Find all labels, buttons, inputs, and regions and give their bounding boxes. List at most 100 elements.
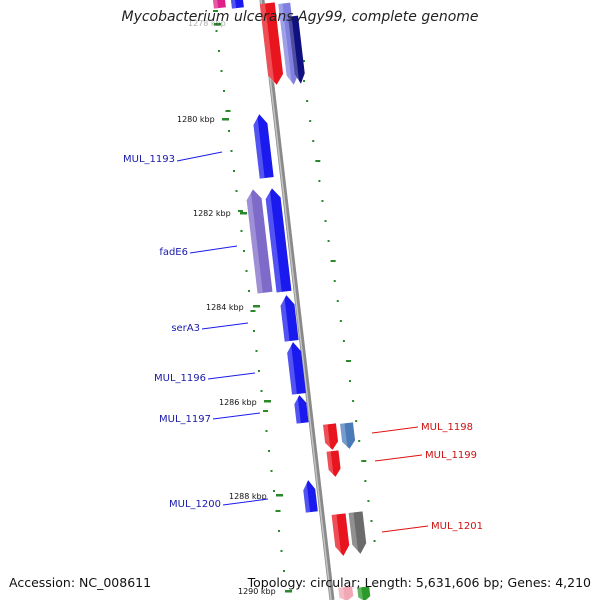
guide-dot bbox=[303, 80, 306, 82]
gene-arrow bbox=[323, 423, 339, 451]
gene-label-leader bbox=[207, 372, 256, 380]
guide-dot bbox=[233, 170, 235, 172]
guide-dot bbox=[370, 520, 373, 522]
gene-arrow bbox=[288, 15, 305, 84]
kbp-tick-label: 1282 kbp bbox=[193, 209, 231, 218]
gene-arrow bbox=[265, 188, 292, 293]
guide-dot bbox=[243, 250, 245, 252]
guide-dot bbox=[253, 330, 255, 332]
gene-arrow bbox=[303, 480, 318, 513]
guide-dot bbox=[213, 10, 218, 12]
guide-dot bbox=[248, 290, 250, 292]
kbp-tick-mark bbox=[276, 494, 283, 497]
guide-dot bbox=[283, 570, 285, 572]
gene-arrow bbox=[338, 586, 354, 600]
gene-features bbox=[212, 0, 371, 600]
gene-arrow bbox=[331, 513, 350, 557]
guide-dot bbox=[268, 450, 270, 452]
guide-dot bbox=[324, 220, 327, 222]
kbp-tick-label: 1284 kbp bbox=[206, 303, 244, 312]
kbp-tick-label: 1280 kbp bbox=[177, 115, 215, 124]
guide-dot bbox=[245, 270, 248, 272]
gene-arrow bbox=[246, 189, 273, 294]
kbp-ticks: 1278 kbp 1280 kbp 1282 kbp 1284 kbp 1286 kbp… bbox=[177, 19, 292, 596]
guide-dot bbox=[309, 120, 312, 122]
guide-dot bbox=[215, 30, 218, 32]
guide-dot bbox=[373, 540, 376, 542]
gene-arrow bbox=[280, 295, 299, 342]
guide-dot bbox=[250, 310, 256, 312]
guide-dot bbox=[315, 160, 321, 162]
gene-label: MUL_1193 bbox=[123, 154, 175, 165]
guide-dot bbox=[278, 530, 280, 532]
guide-dot bbox=[355, 420, 358, 422]
accession-text: Accession: NC_008611 bbox=[9, 575, 152, 590]
genome-summary-text: Topology: circular; Length: 5,631,606 bp… bbox=[247, 575, 591, 590]
kbp-tick-mark bbox=[214, 23, 221, 26]
kbp-tick-mark bbox=[285, 590, 292, 593]
guide-dot bbox=[345, 360, 351, 362]
gene-arrow bbox=[259, 2, 284, 85]
guide-dot bbox=[235, 190, 238, 192]
backbone-highlight bbox=[260, 0, 332, 600]
guide-dot bbox=[327, 240, 330, 242]
gene-label: MUL_1200 bbox=[169, 499, 221, 510]
kbp-tick-mark bbox=[222, 118, 229, 121]
map-title: Mycobacterium ulcerans Agy99, complete g… bbox=[121, 9, 479, 25]
guide-dot bbox=[352, 400, 355, 402]
gene-label-leader bbox=[189, 245, 238, 254]
guide-dot bbox=[361, 460, 367, 462]
gene-label-leader bbox=[201, 322, 249, 330]
gene-label-leader bbox=[371, 426, 419, 434]
gene-label-leader bbox=[381, 525, 429, 533]
gene-arrow bbox=[348, 511, 367, 555]
guide-dot bbox=[228, 130, 230, 132]
gene-arrow bbox=[253, 114, 274, 179]
guide-dot bbox=[265, 430, 268, 432]
guide-dot bbox=[321, 200, 324, 202]
gene-arrow bbox=[340, 422, 356, 450]
guide-dot bbox=[312, 140, 315, 142]
gene-label: MUL_1196 bbox=[154, 373, 206, 384]
guide-dot bbox=[260, 390, 263, 392]
guide-dot bbox=[364, 480, 367, 482]
gene-label: MUL_1199 bbox=[425, 450, 477, 461]
kbp-tick-label: 1278 kbp bbox=[188, 19, 226, 28]
guide-dot bbox=[225, 110, 231, 112]
guide-dot bbox=[342, 340, 345, 342]
gene-label: serA3 bbox=[171, 323, 200, 334]
kbp-tick-label: 1286 kbp bbox=[219, 398, 257, 407]
backbone-line bbox=[259, 0, 335, 600]
guide-dot bbox=[275, 510, 281, 512]
gene-arrow bbox=[278, 2, 299, 85]
guide-dot bbox=[280, 550, 283, 552]
guide-dot bbox=[306, 100, 309, 102]
guide-dot bbox=[240, 230, 243, 232]
gene-label-leader bbox=[176, 151, 223, 162]
guide-dot bbox=[270, 470, 273, 472]
gene-label-leader bbox=[212, 412, 261, 420]
gene-labels: MUL_1193 fadE6 serA3 MUL_1196 MUL_1197 MUL_11… bbox=[123, 151, 483, 533]
gene-arrow bbox=[357, 586, 371, 600]
gene-arrow bbox=[230, 0, 244, 9]
gene-label: fadE6 bbox=[159, 247, 188, 258]
kbp-tick-mark bbox=[253, 305, 260, 308]
guide-dot bbox=[238, 210, 243, 212]
guide-dot bbox=[258, 370, 260, 372]
guide-dot bbox=[255, 350, 258, 352]
guide-dot bbox=[367, 500, 370, 502]
kbp-tick-mark bbox=[240, 212, 247, 215]
kbp-tick-mark bbox=[264, 400, 271, 403]
gene-label: MUL_1201 bbox=[431, 521, 483, 532]
genome-backbone bbox=[259, 0, 335, 600]
gene-arrow bbox=[326, 450, 341, 478]
gene-label: MUL_1197 bbox=[159, 414, 211, 425]
guide-dot bbox=[330, 260, 336, 262]
guide-dot bbox=[336, 300, 339, 302]
guide-dot bbox=[273, 490, 275, 492]
guide-dot bbox=[358, 440, 361, 442]
guide-dot bbox=[230, 150, 233, 152]
gene-arrow bbox=[287, 342, 306, 395]
guide-dot bbox=[339, 320, 342, 322]
